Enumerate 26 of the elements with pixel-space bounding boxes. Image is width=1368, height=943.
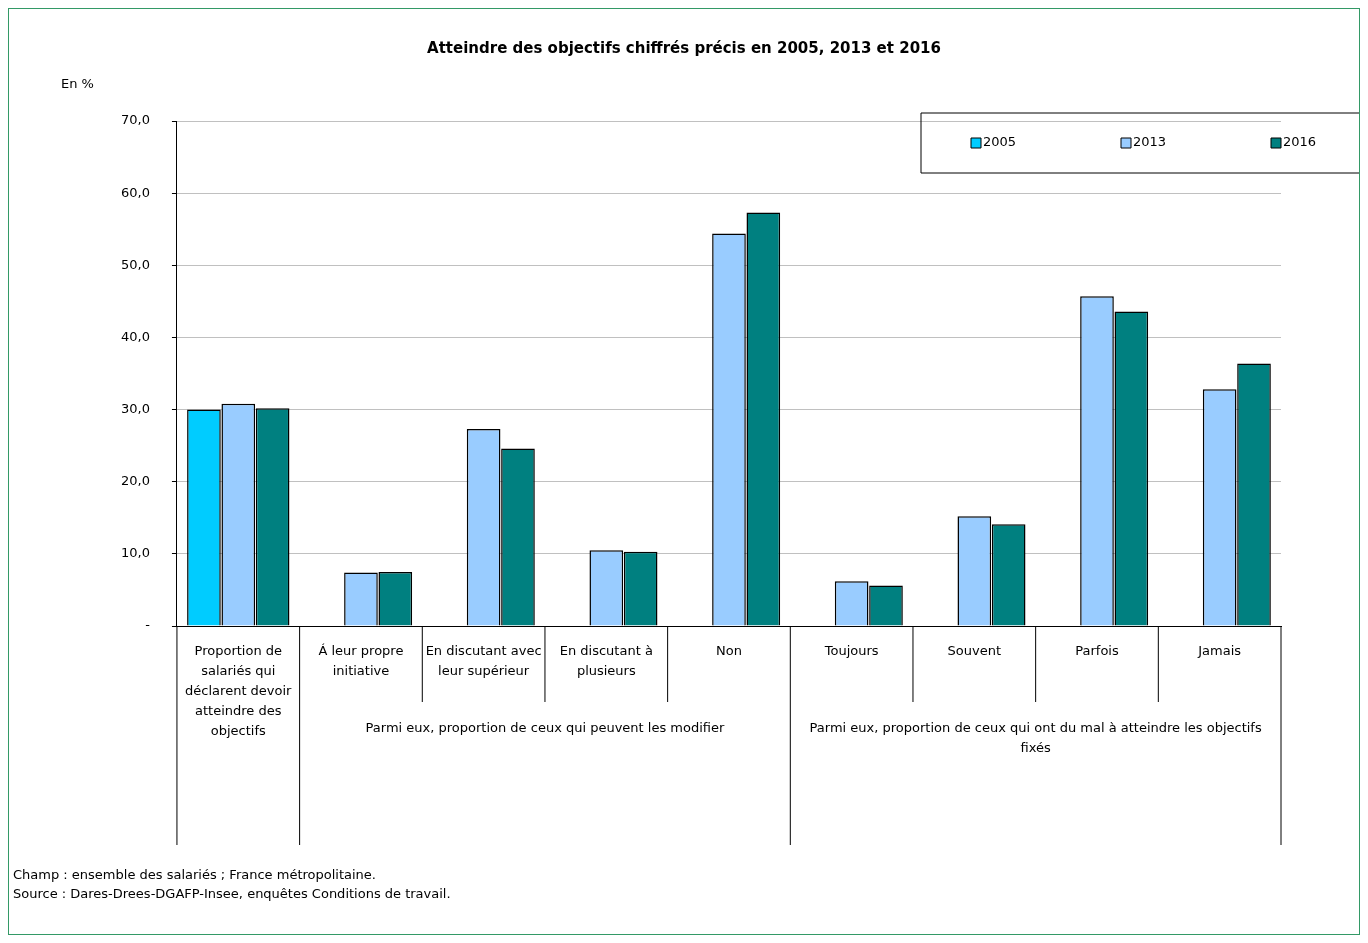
- text: Parmi eux, proportion de ceux qui ont du mal à atteindre les objectifs fixés: [809, 720, 1262, 756]
- y-tick-label: 30,0: [120, 400, 150, 416]
- y-tick-label: 50,0: [120, 256, 150, 272]
- text: Champ : ensemble des salariés ; France métropolitaine.: [13, 867, 376, 883]
- x-tick-label: Á leur propre initiative: [318, 643, 404, 679]
- text: Parmi eux, proportion de ceux qui peuvent les modifier: [365, 720, 726, 736]
- x-tick-label: Jamais: [1197, 643, 1242, 659]
- x-tick-label: Parfois: [1075, 643, 1119, 659]
- x-tick-label: En discutant avec leur supérieur: [425, 643, 542, 679]
- source-note: Source : Dares-Drees-DGAFP-Insee, enquêtes Conditions de travail.: [13, 886, 451, 902]
- y-tick-label: 10,0: [120, 545, 150, 561]
- chart-title: Atteindre des objectifs chiffrés précis en 2005, 2013 et 2016: [427, 38, 941, 57]
- legend-label: 2005: [983, 134, 1017, 150]
- y-tick-label: 20,0: [120, 473, 150, 489]
- x-tick-label: Toujours: [823, 643, 879, 659]
- x-tick-label: Non: [716, 643, 742, 659]
- x-tick-label: Proportion de salariés qui déclarent devoir atteindre des objectifs: [185, 643, 293, 739]
- legend-label: 2013: [1133, 134, 1167, 150]
- y-axis-title: En %: [61, 76, 94, 92]
- legend-label: 2016: [1283, 134, 1317, 150]
- x-tick-label: En discutant à plusieurs: [559, 643, 653, 679]
- y-tick-label: 70,0: [120, 112, 150, 128]
- y-tick-label: 60,0: [120, 184, 150, 200]
- y-tick-label: -: [145, 617, 151, 633]
- y-tick-label: 40,0: [120, 328, 150, 344]
- x-tick-label: Souvent: [947, 643, 1002, 659]
